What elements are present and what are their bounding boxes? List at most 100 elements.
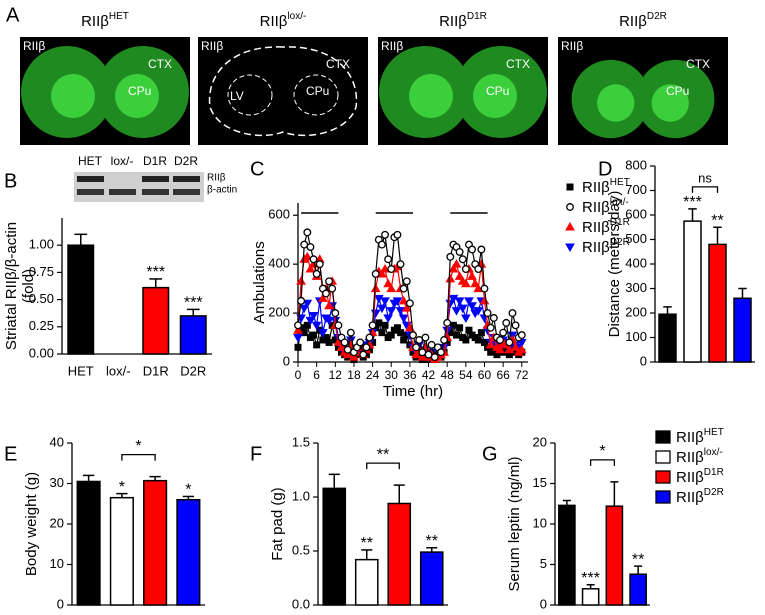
- marker: [302, 299, 313, 309]
- marker: [474, 265, 483, 273]
- legend-swatch: [655, 430, 671, 444]
- image-title: RIIβlox/-: [260, 11, 307, 30]
- legend-label-sup: lox/-: [704, 447, 723, 458]
- marker: [324, 316, 334, 326]
- marker: [373, 294, 384, 304]
- legend-marker: [566, 183, 574, 191]
- blot-band: [77, 189, 104, 195]
- marker: [310, 331, 318, 339]
- legend-swatch: [655, 450, 671, 464]
- significance: *: [119, 479, 125, 496]
- striatum-outline: [227, 74, 273, 116]
- marker: [460, 278, 471, 288]
- marker: [384, 255, 393, 264]
- bracket: [589, 459, 616, 466]
- marker: [349, 352, 359, 361]
- marker: [378, 329, 386, 337]
- y-tick-label: 300: [625, 280, 647, 295]
- bar: [708, 243, 727, 363]
- y-tick-label: 500: [625, 231, 647, 246]
- marker: [377, 268, 387, 278]
- marker: [359, 350, 368, 359]
- panel-label: D: [598, 158, 612, 180]
- legend-label-sup: D1R: [704, 467, 724, 478]
- bracket-label: **: [377, 446, 389, 463]
- marker: [308, 259, 319, 268]
- y-axis-label: Body weight (g): [23, 472, 40, 576]
- marker: [401, 303, 412, 312]
- y-axis-label: Ambulations: [251, 241, 268, 324]
- legend-label: RIIβlox/-: [582, 197, 629, 216]
- region-label: CPu: [486, 84, 509, 98]
- image-title: RIIβHET: [81, 11, 129, 30]
- region-label: CPu: [306, 84, 329, 98]
- marker: [468, 245, 477, 254]
- marker: [480, 284, 489, 293]
- marker: [502, 318, 511, 327]
- y-tick-label: 10: [533, 515, 547, 530]
- y-tick-label: 200: [268, 305, 290, 320]
- blot-row-label: RIIβ: [207, 173, 226, 184]
- image-title-base: RIIβ: [260, 13, 288, 30]
- legend-label-sup: HET: [704, 427, 724, 438]
- marker: [412, 343, 421, 352]
- y-tick-label: 20: [533, 434, 547, 449]
- legend-label-sup: lox/-: [610, 197, 629, 208]
- marker: [457, 304, 468, 314]
- marker: [440, 336, 449, 344]
- marker: [455, 247, 464, 256]
- bracket: [366, 462, 400, 470]
- marker: [331, 309, 340, 318]
- y-tick-label: 600: [625, 206, 647, 221]
- x-tick-label: 12: [329, 368, 343, 382]
- marker: [296, 276, 306, 285]
- y-axis-label: Fat pad (g): [269, 487, 286, 560]
- striatum: [651, 84, 689, 122]
- legend-label: RIIβHET: [676, 427, 724, 446]
- marker: [299, 304, 310, 314]
- region-label: CTX: [148, 57, 172, 71]
- marker: [396, 260, 405, 269]
- marker: [381, 321, 389, 329]
- striatum: [409, 74, 453, 118]
- y-tick-label: 0: [283, 353, 290, 368]
- legend-label-base: RIIβ: [676, 429, 704, 446]
- marker: [322, 289, 330, 298]
- legend-label-sup: D2R: [704, 487, 724, 498]
- legend-label: RIIβD2R: [582, 237, 630, 256]
- legend-label-base: RIIβ: [676, 469, 704, 486]
- bar: [387, 502, 412, 606]
- y-tick-label: 0.50: [29, 291, 54, 306]
- bar: [322, 487, 347, 606]
- marker: [517, 331, 526, 340]
- bar: [67, 244, 95, 355]
- x-tick-label: 36: [403, 368, 417, 382]
- striatum: [115, 74, 159, 118]
- marker: [421, 333, 430, 342]
- marker: [462, 336, 470, 344]
- marker: [313, 341, 321, 349]
- y-tick-label: 0.00: [29, 345, 54, 360]
- bar: [109, 496, 134, 606]
- y-tick-label: 1.0: [292, 488, 310, 503]
- y-tick-label: 20: [50, 515, 64, 530]
- marker: [473, 283, 484, 293]
- marker: [381, 230, 389, 239]
- marker: [334, 321, 343, 330]
- marker: [303, 321, 311, 329]
- marker: [303, 228, 312, 237]
- blot-band: [142, 176, 169, 182]
- marker: [302, 251, 313, 261]
- x-tick-label: lox/-: [106, 363, 131, 378]
- significance: ***: [184, 295, 203, 312]
- legend-marker: [565, 243, 575, 253]
- region-label: CTX: [506, 57, 530, 71]
- marker: [383, 314, 393, 323]
- legend-marker: [565, 221, 575, 231]
- x-axis-label: Time (hr): [383, 383, 443, 400]
- marker: [458, 255, 467, 264]
- panel-label: G: [482, 443, 498, 465]
- y-tick-label: 30: [50, 475, 64, 490]
- x-tick-label: 24: [366, 368, 380, 382]
- marker: [470, 278, 481, 288]
